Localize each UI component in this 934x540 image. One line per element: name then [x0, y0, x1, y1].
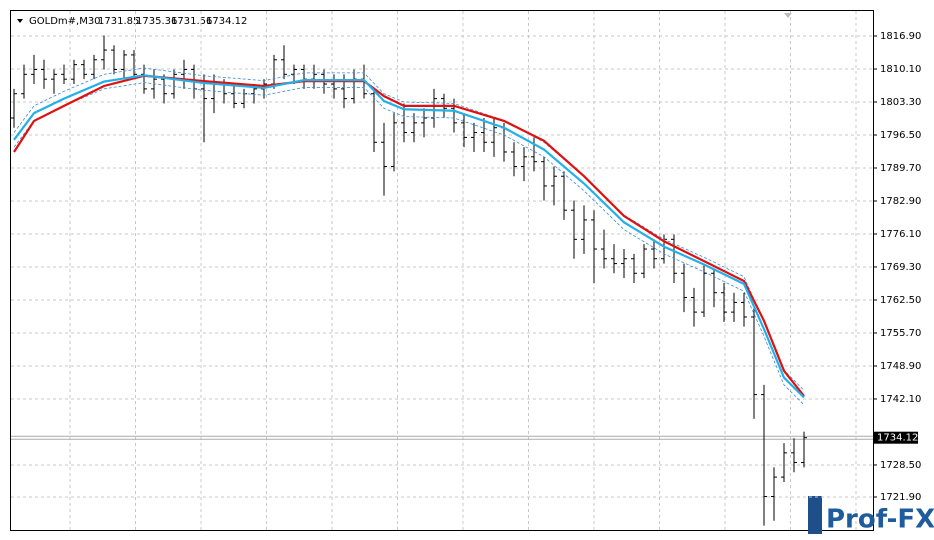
- y-tick-label: 1782.90: [880, 196, 921, 207]
- y-tick-label: 1810.10: [880, 64, 921, 75]
- header-open: 1731.85: [98, 16, 139, 27]
- moving-average: [13, 74, 805, 399]
- y-tick-label: 1796.50: [880, 130, 921, 141]
- logo-mark: [808, 496, 822, 534]
- y-tick-label: 1803.30: [880, 97, 921, 108]
- y-tick-label: 1762.50: [880, 295, 921, 306]
- price-tag: [874, 431, 918, 444]
- shift-marker: [784, 13, 792, 18]
- y-tick-label: 1728.50: [880, 460, 921, 471]
- y-tick-label: 1776.10: [880, 229, 921, 240]
- plot-frame: [10, 10, 874, 531]
- header-close: 1734.12: [206, 16, 247, 27]
- envelope-line: [13, 67, 805, 391]
- y-tick-label: 1755.70: [880, 328, 921, 339]
- y-tick-label: 1816.90: [880, 31, 921, 42]
- header-high: 1735.36: [136, 16, 177, 27]
- y-tick-label: 1769.30: [880, 262, 921, 273]
- moving-average: [13, 74, 805, 397]
- watermark: Prof-FX: [826, 505, 934, 535]
- header-low: 1731.56: [171, 16, 212, 27]
- envelope-line: [13, 82, 805, 406]
- menu-arrow[interactable]: [17, 19, 23, 23]
- y-tick-label: 1742.10: [880, 394, 921, 405]
- symbol: GOLDm#,M30: [29, 16, 101, 27]
- price-tag-label: 1734.12: [877, 433, 918, 444]
- y-tick-label: 1748.90: [880, 361, 921, 372]
- y-tick-label: 1789.70: [880, 163, 921, 174]
- y-tick-label: 1721.90: [880, 492, 921, 503]
